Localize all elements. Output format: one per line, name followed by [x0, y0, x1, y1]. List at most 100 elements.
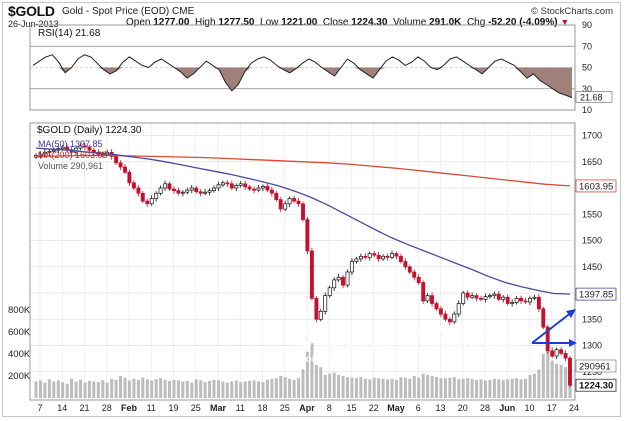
date-tick-label: 17	[547, 403, 557, 413]
legend-ma200: MA(200) 1603.95	[38, 150, 108, 160]
candle-body	[296, 200, 301, 205]
candle-body	[447, 318, 452, 323]
volume-bar	[172, 379, 176, 398]
candle-body	[118, 162, 123, 168]
stockcharts-watermark: © StockCharts.com	[531, 6, 613, 17]
candle-body	[203, 191, 208, 194]
volume-bar	[243, 381, 247, 398]
close-label: Close	[322, 17, 349, 28]
volume-bar	[319, 367, 323, 398]
date-tick-label: 20	[458, 403, 468, 413]
price-panel-border	[29, 122, 576, 401]
volume-bar	[394, 379, 398, 398]
snapback-lower-arrowhead	[569, 339, 577, 347]
volume-bar	[61, 382, 65, 398]
ma50-tag: 1397.85	[579, 290, 613, 301]
volume-bar	[501, 379, 505, 398]
candle-body	[60, 146, 65, 150]
candle-body	[278, 199, 283, 210]
price-tick-label: 1500	[582, 236, 602, 246]
volume-bar	[181, 381, 185, 398]
ma50-tag-box	[575, 287, 617, 301]
security-fullname: Gold - Spot Price (EOD)	[62, 6, 170, 17]
price-candles	[34, 142, 572, 388]
date-tick-label: Jun	[499, 403, 515, 413]
candle-body	[114, 156, 119, 164]
candle-body	[140, 192, 145, 202]
candle-body	[528, 297, 532, 303]
rsi-tick-label: 50	[582, 63, 592, 73]
chg-down-arrow-icon: ▼	[560, 17, 570, 27]
volume-bar	[92, 381, 96, 398]
volume-bar	[363, 378, 367, 399]
date-tick-label: 18	[257, 403, 267, 413]
candle-body	[87, 146, 92, 151]
exchange-code: CME	[172, 6, 195, 17]
candle-body	[158, 187, 163, 194]
candle-body	[523, 300, 528, 303]
candle-body	[563, 353, 568, 359]
volume-bar	[39, 380, 42, 398]
candle-body	[412, 271, 417, 278]
date-tick-label: 28	[480, 403, 490, 413]
volume-bar	[265, 379, 269, 398]
volume-bar	[559, 365, 563, 398]
volume-bar	[154, 379, 158, 398]
volume-bar	[443, 378, 447, 398]
candle-body	[341, 276, 345, 286]
volume-bar	[43, 382, 47, 398]
volume-bar	[430, 376, 434, 398]
candle-body	[327, 287, 332, 297]
date-tick-label: 11	[147, 403, 156, 413]
volume-bar	[297, 378, 301, 398]
volume-bar	[136, 379, 140, 398]
ma50-line	[35, 147, 571, 295]
date-tick-label: 24	[569, 403, 579, 413]
candle-body	[256, 187, 261, 191]
price-tick-labels: 1250130013501400145015001550160016501700	[582, 131, 602, 377]
date-tick-label: Mar	[210, 403, 227, 413]
quote-date: 26-Jun-2013	[8, 19, 59, 29]
volume-bar	[426, 374, 430, 398]
rsi-tick-label: 30	[582, 84, 592, 94]
candle-body	[510, 302, 515, 304]
volume-bar	[252, 380, 256, 398]
volume-bar	[132, 378, 136, 399]
candle-body	[189, 187, 194, 191]
candle-body	[269, 189, 274, 194]
volume-bar	[65, 383, 69, 398]
volume-bar	[185, 380, 189, 398]
rsi-label: RSI(14) 21.68	[38, 28, 101, 39]
volume-tick-label: 600K	[8, 327, 31, 338]
volume-bar	[555, 363, 559, 398]
date-tick-label: 19	[168, 403, 178, 413]
volume-bar	[305, 351, 309, 398]
date-tick-label: 8	[327, 403, 332, 413]
snapback-upper-arrow	[531, 311, 573, 344]
security-name: Gold - Spot Price (EOD) CME	[62, 6, 194, 17]
price-tick-label: 1350	[582, 314, 602, 324]
volume-bar	[328, 373, 332, 398]
chg-value: -52.20 (-4.09%)	[488, 17, 558, 28]
volume-bar	[484, 380, 487, 398]
candle-body	[136, 187, 141, 194]
volume-bar	[466, 378, 470, 398]
high-label: High	[194, 17, 216, 28]
close-tag-box	[575, 378, 617, 392]
volume-bar	[225, 382, 229, 398]
candle-body	[479, 297, 483, 300]
volume-bar	[488, 379, 492, 398]
candle-body	[398, 255, 403, 262]
open-label: Open	[126, 17, 151, 28]
candle-body	[172, 188, 176, 192]
volume-bar	[524, 378, 527, 399]
volume-bar	[564, 367, 568, 398]
close-tag: 1224.30	[579, 381, 613, 392]
snapback-annotation: This is the potential range for a snap-b…	[296, 323, 519, 365]
candle-body	[185, 189, 190, 193]
candle-body	[314, 297, 319, 320]
candle-body	[194, 187, 199, 193]
candle-body	[274, 192, 279, 200]
date-tick-label: May	[387, 403, 405, 413]
candle-body	[42, 151, 47, 155]
